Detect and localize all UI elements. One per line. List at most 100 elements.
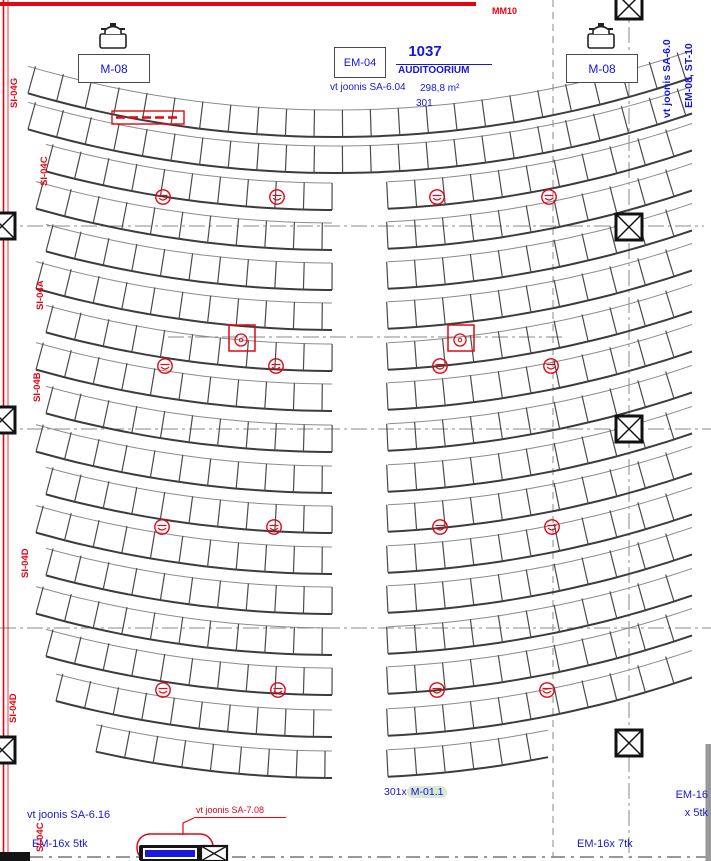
- seat-row-front-arc: [45, 170, 332, 211]
- seat-row-back-arc: [55, 673, 333, 711]
- room-tag-divider: [396, 64, 492, 65]
- seat-row-front-arc: [387, 350, 693, 411]
- speaker-icon-detail: [432, 690, 442, 694]
- seat-row-front-arc: [387, 553, 693, 614]
- seat-row-back-arc: [387, 284, 693, 344]
- seat-row-front-arc: [387, 472, 693, 533]
- m011-annotation: 301x M-01.1: [384, 786, 448, 798]
- right-edge-ref-label: EM-08, ST-10: [683, 43, 695, 108]
- speaker-icon: [155, 682, 171, 698]
- fixture-icon-circle: [453, 333, 467, 347]
- seat-dividers: [386, 452, 675, 532]
- speaker-icon: [429, 189, 445, 205]
- seat-dividers: [35, 505, 323, 574]
- speaker-icon-detail: [273, 690, 283, 694]
- speaker-icon-detail: [544, 197, 554, 201]
- speaker-icon-detail: [435, 527, 445, 531]
- speaker-icon-detail: [271, 366, 281, 370]
- speaker-icon: [541, 189, 557, 205]
- right-edge-ref-label: vt joonis SA-6.0: [661, 39, 673, 118]
- seat-row-back-arc: [45, 223, 332, 264]
- duct-label-si-04c: SI-04C: [35, 822, 46, 852]
- speaker-icon: [269, 189, 285, 205]
- speaker-icon: [270, 682, 286, 698]
- seat-dividers: [27, 88, 687, 174]
- seat-row-front-arc: [387, 594, 693, 655]
- seat-row-back-arc: [35, 342, 332, 385]
- seat-dividers: [35, 342, 323, 411]
- seat-row-front-arc: [387, 634, 693, 695]
- seat-dividers: [386, 371, 675, 451]
- seat-row-front-arc: [45, 655, 332, 696]
- room-name: AUDITOORIUM: [398, 65, 470, 76]
- seat-row-back-arc: [387, 487, 693, 547]
- projector-icon-lid: [592, 25, 610, 34]
- seat-row-back-arc: [387, 243, 693, 303]
- mm10-label: MM10: [492, 6, 518, 16]
- seat-row-back-arc: [45, 547, 332, 588]
- seat-dividers: [386, 169, 675, 249]
- seat-row-back-arc: [387, 365, 693, 425]
- wall-strip-right: [705, 744, 711, 861]
- projector-icon-knob: [598, 23, 604, 26]
- ref-sa708: vt joonis SA-7.08: [196, 805, 265, 815]
- speaker-icon-detail: [435, 366, 445, 370]
- m08-right-label: M-08: [588, 61, 616, 76]
- speaker-icon: [539, 682, 555, 698]
- seat-dividers: [45, 467, 333, 534]
- seat-dividers: [386, 733, 532, 777]
- speaker-icon: [268, 358, 284, 374]
- speaker-icon: [544, 519, 560, 535]
- seat-dividers: [95, 724, 326, 779]
- seat-dividers: [386, 656, 675, 736]
- seat-row-back-arc: [387, 123, 693, 183]
- seat-row-back-arc: [45, 385, 332, 426]
- floor-box-blue-insert: [145, 850, 195, 857]
- speaker-icon-detail: [432, 197, 442, 201]
- duct-label-si-04b: SI-04B: [32, 372, 43, 402]
- seat-row-back-arc: [387, 446, 693, 506]
- speaker-icon-detail: [546, 366, 556, 370]
- seat-row-back-arc: [387, 203, 693, 263]
- seat-row-back-arc: [95, 724, 333, 752]
- seat-dividers: [386, 614, 675, 694]
- seat-row-front-arc: [95, 750, 333, 779]
- column-marker-x: [615, 213, 643, 241]
- em16-right-1: EM-16: [675, 789, 708, 801]
- speaker-icon: [429, 682, 445, 698]
- fixture-icon-dot: [238, 337, 244, 343]
- speaker-icon: [155, 189, 171, 205]
- m011-code: M-01.1: [406, 786, 448, 798]
- seat-dividers: [386, 129, 675, 209]
- seat-row-back-arc: [387, 608, 693, 668]
- duct-label-si-04d: SI-04D: [20, 548, 31, 578]
- seat-row-back-arc: [35, 586, 332, 629]
- room-number: 1037: [408, 43, 442, 60]
- seat-dividers: [386, 249, 675, 329]
- column-marker-icon: [0, 735, 17, 765]
- em16-7tk: EM-16x 7tk: [577, 838, 633, 850]
- em04-label: EM-04: [343, 56, 377, 69]
- seat-row-back-arc: [387, 650, 693, 710]
- seat-row-front-arc: [387, 189, 693, 250]
- seat-dividers: [386, 533, 675, 613]
- seat-dividers: [386, 330, 675, 410]
- m08-left-label: M-08: [100, 61, 128, 76]
- floor-bar-left: [0, 852, 30, 861]
- seat-row-back-arc: [35, 261, 332, 304]
- seat-row-front-arc: [45, 331, 332, 372]
- seat-dividers: [45, 224, 333, 291]
- seat-dividers: [35, 424, 323, 493]
- seat-row-front-arc: [45, 493, 332, 534]
- speaker-icon: [157, 358, 173, 374]
- seat-row-back-arc: [45, 304, 332, 345]
- em16-right-2: x 5tk: [684, 807, 708, 819]
- speaker-icon: [543, 358, 559, 374]
- seat-row-back-arc: [387, 527, 693, 587]
- seat-row-back-arc: [45, 466, 332, 507]
- seat-row-back-arc: [387, 163, 693, 223]
- projector-icon-body: [99, 33, 127, 49]
- hatch-box-x: [200, 845, 228, 861]
- room-area: 298,8 m²: [420, 83, 460, 94]
